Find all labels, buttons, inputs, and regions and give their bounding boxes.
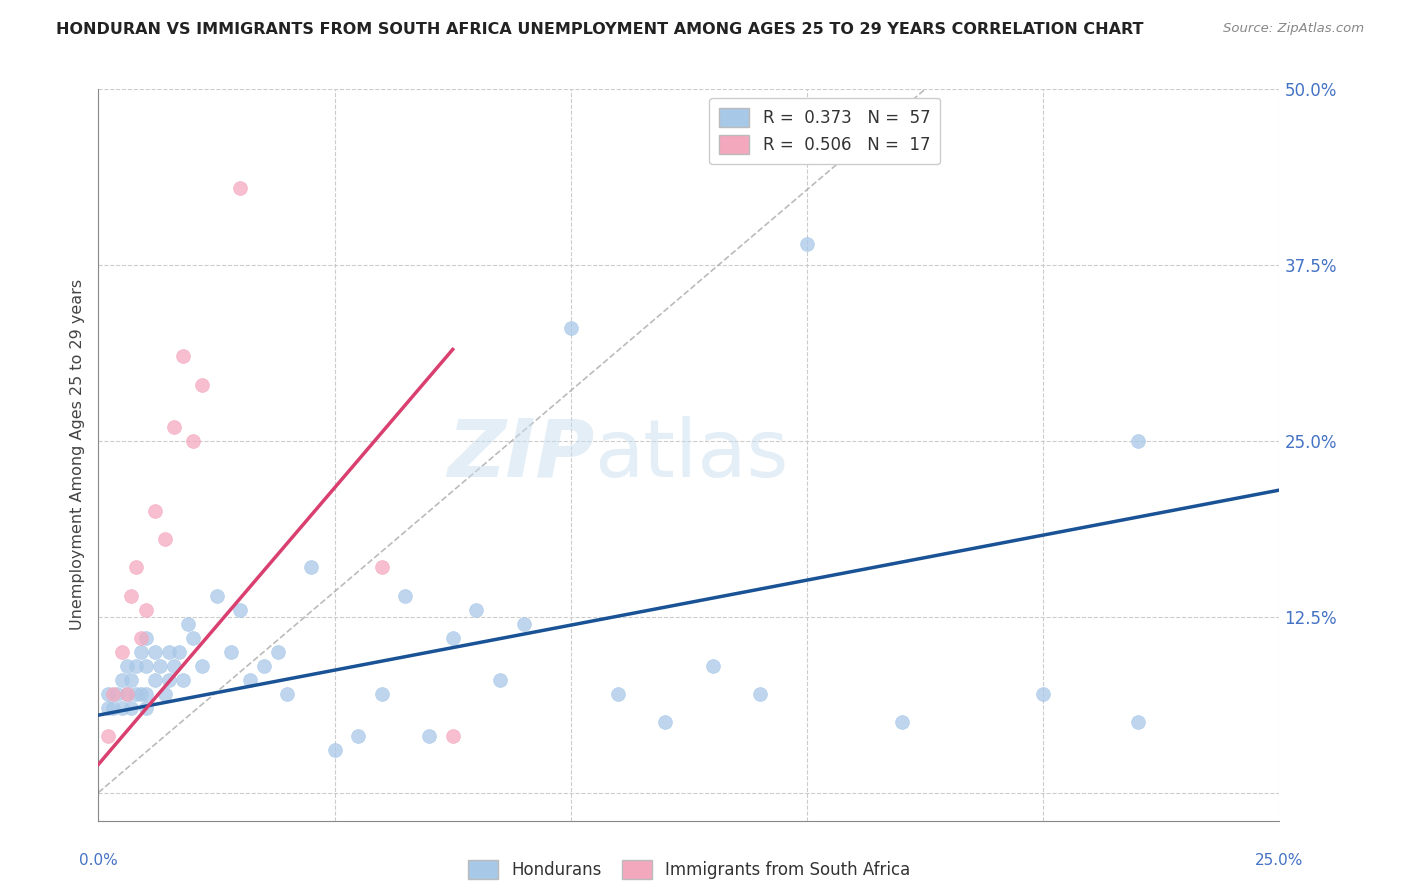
- Point: [143, 673, 166, 687]
- Point: [97, 701, 120, 715]
- Point: [105, 687, 128, 701]
- Text: Source: ZipAtlas.com: Source: ZipAtlas.com: [1223, 22, 1364, 36]
- Point: [181, 434, 204, 448]
- Point: [101, 701, 124, 715]
- Point: [125, 687, 148, 701]
- Text: 25.0%: 25.0%: [1256, 854, 1303, 868]
- Point: [371, 687, 394, 701]
- Point: [129, 687, 152, 701]
- Point: [267, 645, 290, 659]
- Point: [890, 715, 912, 730]
- Point: [347, 729, 370, 743]
- Point: [163, 419, 186, 434]
- Point: [1032, 687, 1054, 701]
- Point: [276, 687, 298, 701]
- Point: [157, 645, 180, 659]
- Point: [97, 687, 120, 701]
- Point: [157, 673, 180, 687]
- Point: [181, 631, 204, 645]
- Point: [253, 659, 276, 673]
- Point: [163, 659, 186, 673]
- Point: [121, 589, 143, 603]
- Point: [129, 631, 152, 645]
- Point: [135, 701, 157, 715]
- Point: [1126, 715, 1149, 730]
- Point: [149, 659, 172, 673]
- Point: [441, 729, 464, 743]
- Point: [125, 659, 148, 673]
- Point: [115, 687, 138, 701]
- Point: [177, 616, 200, 631]
- Point: [111, 645, 134, 659]
- Point: [153, 687, 176, 701]
- Text: ZIP: ZIP: [447, 416, 595, 494]
- Point: [125, 560, 148, 574]
- Point: [97, 729, 120, 743]
- Point: [111, 673, 134, 687]
- Point: [229, 602, 252, 616]
- Point: [101, 687, 124, 701]
- Text: HONDURAN VS IMMIGRANTS FROM SOUTH AFRICA UNEMPLOYMENT AMONG AGES 25 TO 29 YEARS : HONDURAN VS IMMIGRANTS FROM SOUTH AFRICA…: [56, 22, 1143, 37]
- Point: [172, 350, 194, 364]
- Point: [465, 602, 488, 616]
- Point: [143, 504, 166, 518]
- Point: [167, 645, 190, 659]
- Point: [323, 743, 346, 757]
- Point: [489, 673, 512, 687]
- Point: [560, 321, 582, 335]
- Point: [129, 645, 152, 659]
- Point: [115, 687, 138, 701]
- Point: [205, 589, 228, 603]
- Point: [191, 659, 214, 673]
- Point: [111, 701, 134, 715]
- Point: [371, 560, 394, 574]
- Point: [607, 687, 630, 701]
- Point: [1126, 434, 1149, 448]
- Point: [121, 701, 143, 715]
- Point: [748, 687, 770, 701]
- Point: [135, 659, 157, 673]
- Point: [135, 602, 157, 616]
- Point: [115, 659, 138, 673]
- Point: [135, 631, 157, 645]
- Point: [239, 673, 262, 687]
- Point: [796, 236, 818, 251]
- Point: [299, 560, 322, 574]
- Point: [229, 180, 252, 194]
- Point: [418, 729, 440, 743]
- Y-axis label: Unemployment Among Ages 25 to 29 years: Unemployment Among Ages 25 to 29 years: [69, 279, 84, 631]
- Text: 0.0%: 0.0%: [79, 854, 118, 868]
- Point: [121, 673, 143, 687]
- Point: [394, 589, 416, 603]
- Point: [654, 715, 676, 730]
- Legend: Hondurans, Immigrants from South Africa: Hondurans, Immigrants from South Africa: [461, 853, 917, 886]
- Point: [512, 616, 534, 631]
- Point: [702, 659, 724, 673]
- Point: [143, 645, 166, 659]
- Point: [153, 533, 176, 547]
- Text: atlas: atlas: [595, 416, 789, 494]
- Point: [441, 631, 464, 645]
- Point: [135, 687, 157, 701]
- Point: [219, 645, 242, 659]
- Point: [172, 673, 194, 687]
- Point: [191, 377, 214, 392]
